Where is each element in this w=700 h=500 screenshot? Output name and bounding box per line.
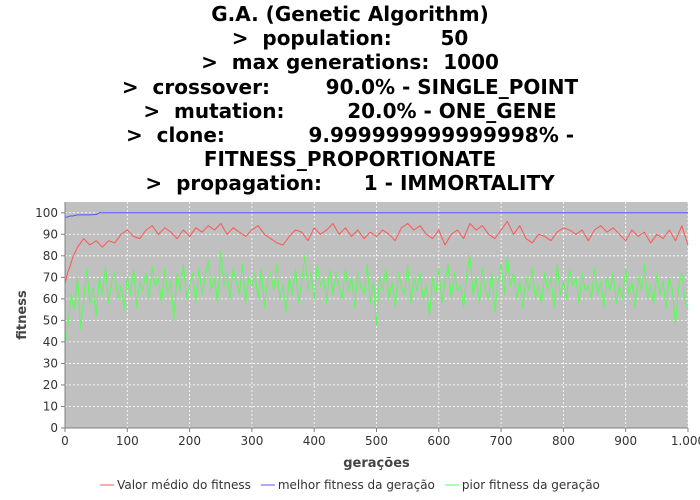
title-line-7: FITNESS_PROPORTIONATE bbox=[203, 147, 497, 172]
title-line-1: G.A. (Genetic Algorithm) bbox=[211, 2, 489, 26]
y-tick-label: 10 bbox=[43, 399, 58, 413]
series-lines bbox=[64, 212, 689, 347]
series-line-1 bbox=[65, 212, 688, 218]
x-axis-label: gerações bbox=[343, 456, 410, 471]
x-tick-label: 800 bbox=[552, 434, 575, 448]
y-tick-label: 60 bbox=[43, 292, 58, 306]
series-line-2 bbox=[64, 251, 689, 347]
y-tick-label: 70 bbox=[43, 270, 58, 284]
y-tick-label: 20 bbox=[43, 378, 58, 392]
y-tick-label: 40 bbox=[43, 335, 58, 349]
x-tick-label: 200 bbox=[178, 434, 201, 448]
x-tick-label: 700 bbox=[490, 434, 513, 448]
grid-lines bbox=[64, 202, 689, 429]
legend-label: Valor médio do fitness bbox=[117, 478, 251, 492]
title-line-3: > max generations: 1000 bbox=[201, 50, 499, 75]
title-line-4: > crossover: 90.0% - SINGLE_POINT bbox=[121, 74, 579, 99]
y-tick-label: 50 bbox=[43, 313, 58, 327]
x-tick-label: 100 bbox=[116, 434, 139, 448]
legend-label: melhor fitness da geração bbox=[278, 478, 435, 492]
y-tick-label: 100 bbox=[35, 206, 58, 220]
x-tick-label: 0 bbox=[61, 434, 69, 448]
x-tick-label: 600 bbox=[427, 434, 450, 448]
legend-item-1: melhor fitness da geração bbox=[260, 478, 435, 492]
y-tick-label: 90 bbox=[43, 227, 58, 241]
legend-item-2: pior fitness da geração bbox=[444, 478, 600, 492]
legend-item-0: Valor médio do fitness bbox=[100, 478, 251, 492]
legend-label: pior fitness da geração bbox=[462, 478, 600, 492]
series-line-0 bbox=[64, 220, 689, 284]
x-tick-label: 1.000 bbox=[671, 434, 700, 448]
x-tick-label: 900 bbox=[614, 434, 637, 448]
title-line-2: > population: 50 bbox=[231, 26, 469, 51]
legend: Valor médio do fitness melhor fitness da … bbox=[100, 478, 600, 492]
title-line-6: > clone: 9.999999999999998% - bbox=[125, 123, 575, 148]
x-tick-label: 500 bbox=[365, 434, 388, 448]
y-axis-label: fitness bbox=[15, 290, 30, 340]
title-line-5: > mutation: 20.0% - ONE_GENE bbox=[143, 98, 557, 123]
axes: 0 10 20 30 40 50 60 70 80 90 100 0 100 200 300 400 500 60… bbox=[35, 202, 700, 448]
y-tick-label: 0 bbox=[50, 421, 58, 435]
x-tick-label: 300 bbox=[240, 434, 263, 448]
y-tick-label: 80 bbox=[43, 249, 58, 263]
title-line-8: > propagation: 1 - IMMORTALITY bbox=[145, 171, 555, 196]
y-tick-label: 30 bbox=[43, 356, 58, 370]
x-tick-label: 400 bbox=[303, 434, 326, 448]
chart-title: G.A. (Genetic Algorithm) > population: 5… bbox=[0, 2, 700, 196]
